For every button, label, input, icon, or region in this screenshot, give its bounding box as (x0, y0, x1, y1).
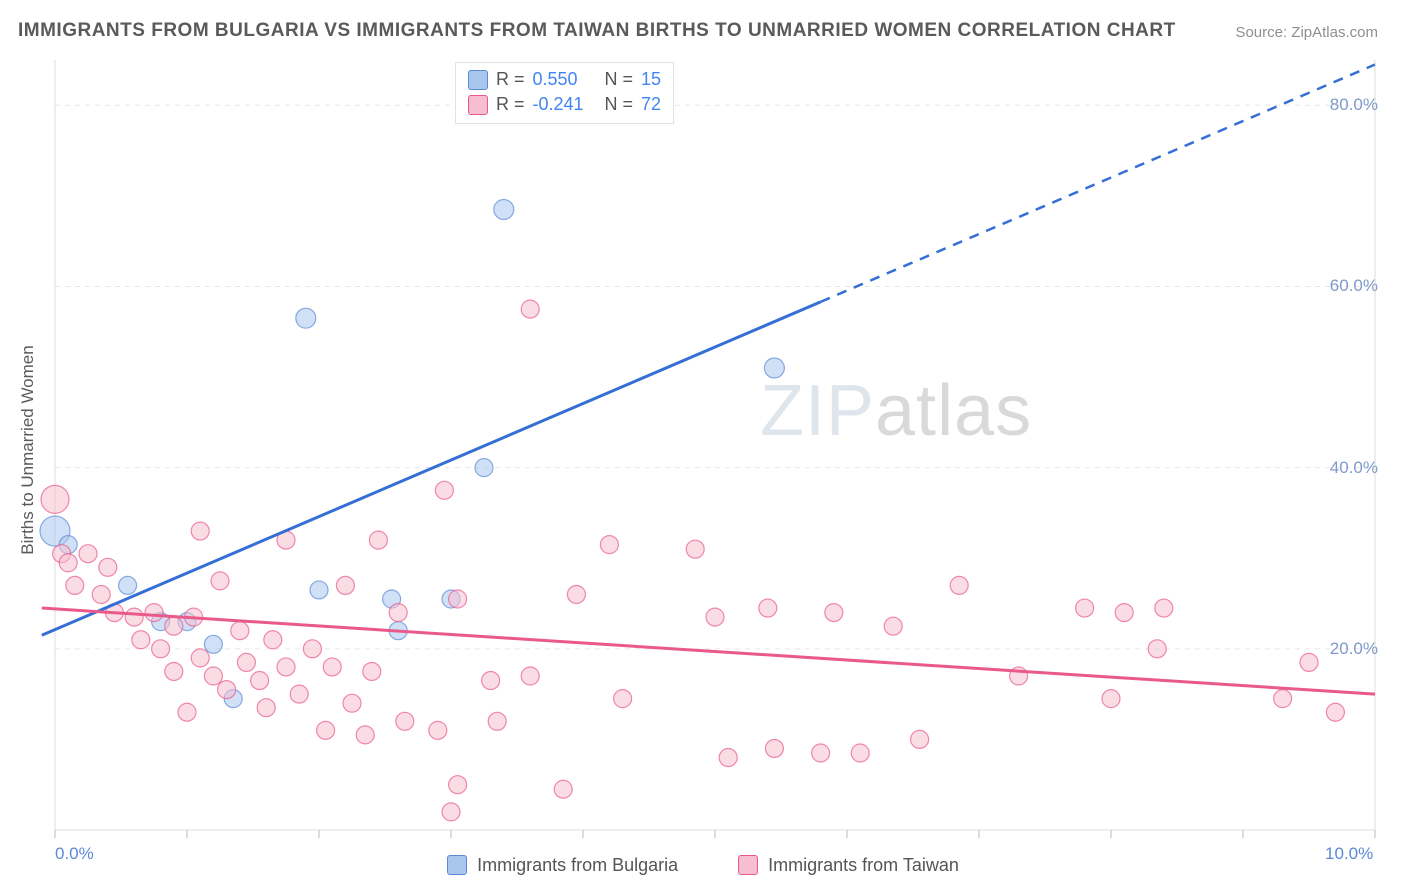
legend-n-value: 72 (641, 92, 661, 117)
chart-svg (55, 60, 1375, 830)
legend-swatch (468, 70, 488, 90)
legend-series-item: Immigrants from Bulgaria (447, 855, 678, 876)
legend-correlation-row: R = 0.550 N = 15 (468, 67, 661, 92)
legend-n-label: N = (605, 67, 634, 92)
y-tick-label: 60.0% (1308, 276, 1378, 296)
y-axis-label: Births to Unmarried Women (18, 345, 38, 554)
legend-r-label: R = (496, 92, 525, 117)
x-tick-label: 10.0% (1325, 844, 1373, 864)
legend-correlation-row: R = -0.241 N = 72 (468, 92, 661, 117)
source-label: Source: ZipAtlas.com (1235, 24, 1378, 41)
chart-title: IMMIGRANTS FROM BULGARIA VS IMMIGRANTS F… (18, 20, 1176, 42)
legend-series-label: Immigrants from Taiwan (768, 855, 959, 876)
legend-swatch (738, 855, 758, 875)
chart-container: IMMIGRANTS FROM BULGARIA VS IMMIGRANTS F… (0, 0, 1406, 892)
y-tick-label: 40.0% (1308, 458, 1378, 478)
legend-r-label: R = (496, 67, 525, 92)
y-tick-label: 20.0% (1308, 639, 1378, 659)
legend-series: Immigrants from Bulgaria Immigrants from … (0, 855, 1406, 881)
legend-series-label: Immigrants from Bulgaria (477, 855, 678, 876)
legend-series-item: Immigrants from Taiwan (738, 855, 959, 876)
legend-n-label: N = (605, 92, 634, 117)
legend-n-value: 15 (641, 67, 661, 92)
legend-swatch (447, 855, 467, 875)
legend-swatch (468, 95, 488, 115)
x-tick-label: 0.0% (55, 844, 94, 864)
legend-r-value: -0.241 (533, 92, 597, 117)
y-tick-label: 80.0% (1308, 95, 1378, 115)
legend-r-value: 0.550 (533, 67, 597, 92)
legend-correlation: R = 0.550 N = 15 R = -0.241 N = 72 (455, 62, 674, 124)
plot-area (55, 60, 1375, 830)
